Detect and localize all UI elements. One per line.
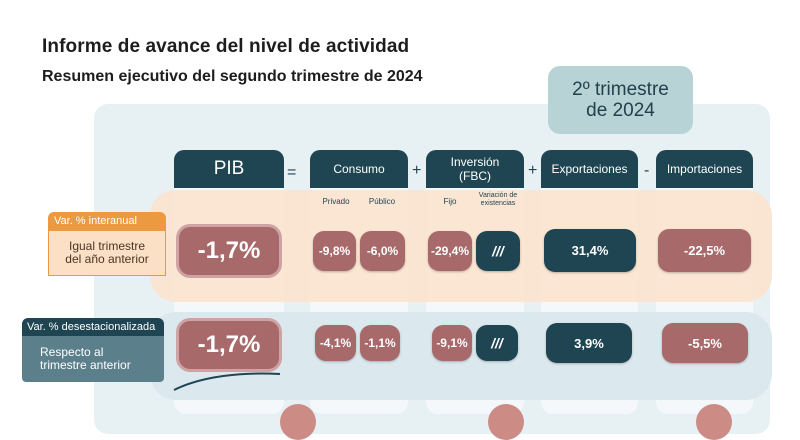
inversion-header-line-1: Inversión — [450, 155, 500, 169]
desestacionalizada-exportaciones-value: 3,9% — [546, 323, 632, 363]
desestacionalizada-importaciones-value: -5,5% — [662, 323, 748, 363]
report-title: Informe de avance del nivel de actividad — [42, 36, 410, 57]
inversion-fijo-label: Fijo — [443, 197, 457, 206]
interanual-importaciones-value: -22,5% — [658, 229, 751, 272]
inversion-variacion-line-1: Variación de — [478, 192, 518, 199]
desestacionalizada-inversion-variacion-value: /// — [476, 325, 518, 361]
desestacionalizada-label: Respecto al trimestre anterior — [22, 336, 164, 382]
interanual-consumo-publico-value: -6,0% — [360, 231, 405, 271]
desestacionalizada-tag: Var. % desestacionalizada — [22, 318, 164, 336]
period-line-2: de 2024 — [586, 100, 655, 121]
desestacionalizada-inversion-fijo-value: -9,1% — [432, 325, 472, 361]
plus-sign-1: + — [412, 162, 422, 179]
period-line-1: 2º trimestre — [572, 79, 669, 100]
interanual-pib-value: -1,7% — [176, 224, 282, 278]
interanual-tag: Var. % interanual — [48, 212, 166, 230]
desestacionalizada-consumo-privado-value: -4,1% — [315, 325, 356, 361]
inversion-variacion-line-2: existencias — [480, 200, 516, 207]
interanual-label: Igual trimestre del año anterior — [48, 230, 166, 276]
interanual-consumo-privado-value: -9,8% — [313, 231, 356, 271]
inversion-variacion-label: Variación de existencias — [474, 192, 522, 208]
interanual-inversion-fijo-value: -29,4% — [428, 231, 472, 271]
interanual-label-line-1: Igual trimestre — [68, 239, 146, 253]
decorative-circle — [280, 404, 316, 440]
interanual-exportaciones-value: 31,4% — [544, 229, 636, 272]
interanual-inversion-variacion-value: /// — [476, 231, 520, 271]
equals-sign: = — [287, 164, 297, 181]
consumo-publico-label: Público — [368, 197, 396, 206]
interanual-label-line-2: del año anterior — [65, 252, 149, 266]
plus-sign-2: + — [528, 162, 538, 179]
desestacionalizada-label-line-2: trimestre anterior — [40, 358, 131, 372]
desestacionalizada-label-line-1: Respecto al — [40, 345, 104, 359]
inversion-header-line-2: (FBC) — [459, 169, 491, 183]
consumo-header: Consumo — [310, 150, 408, 188]
report-subtitle: Resumen ejecutivo del segundo trimestre … — [42, 68, 423, 85]
inversion-header: Inversión (FBC) — [426, 150, 524, 188]
consumo-privado-label: Privado — [322, 197, 350, 206]
period-badge: 2º trimestre de 2024 — [548, 66, 693, 134]
minus-sign: - — [644, 162, 650, 179]
desestacionalizada-consumo-publico-value: -1,1% — [360, 325, 400, 361]
pib-header: PIB — [174, 150, 284, 188]
decorative-curve — [173, 372, 281, 391]
desestacionalizada-pib-value: -1,7% — [176, 318, 282, 372]
decorative-circle — [696, 404, 732, 440]
exportaciones-header: Exportaciones — [541, 150, 638, 188]
importaciones-header: Importaciones — [656, 150, 753, 188]
decorative-circle — [488, 404, 524, 440]
